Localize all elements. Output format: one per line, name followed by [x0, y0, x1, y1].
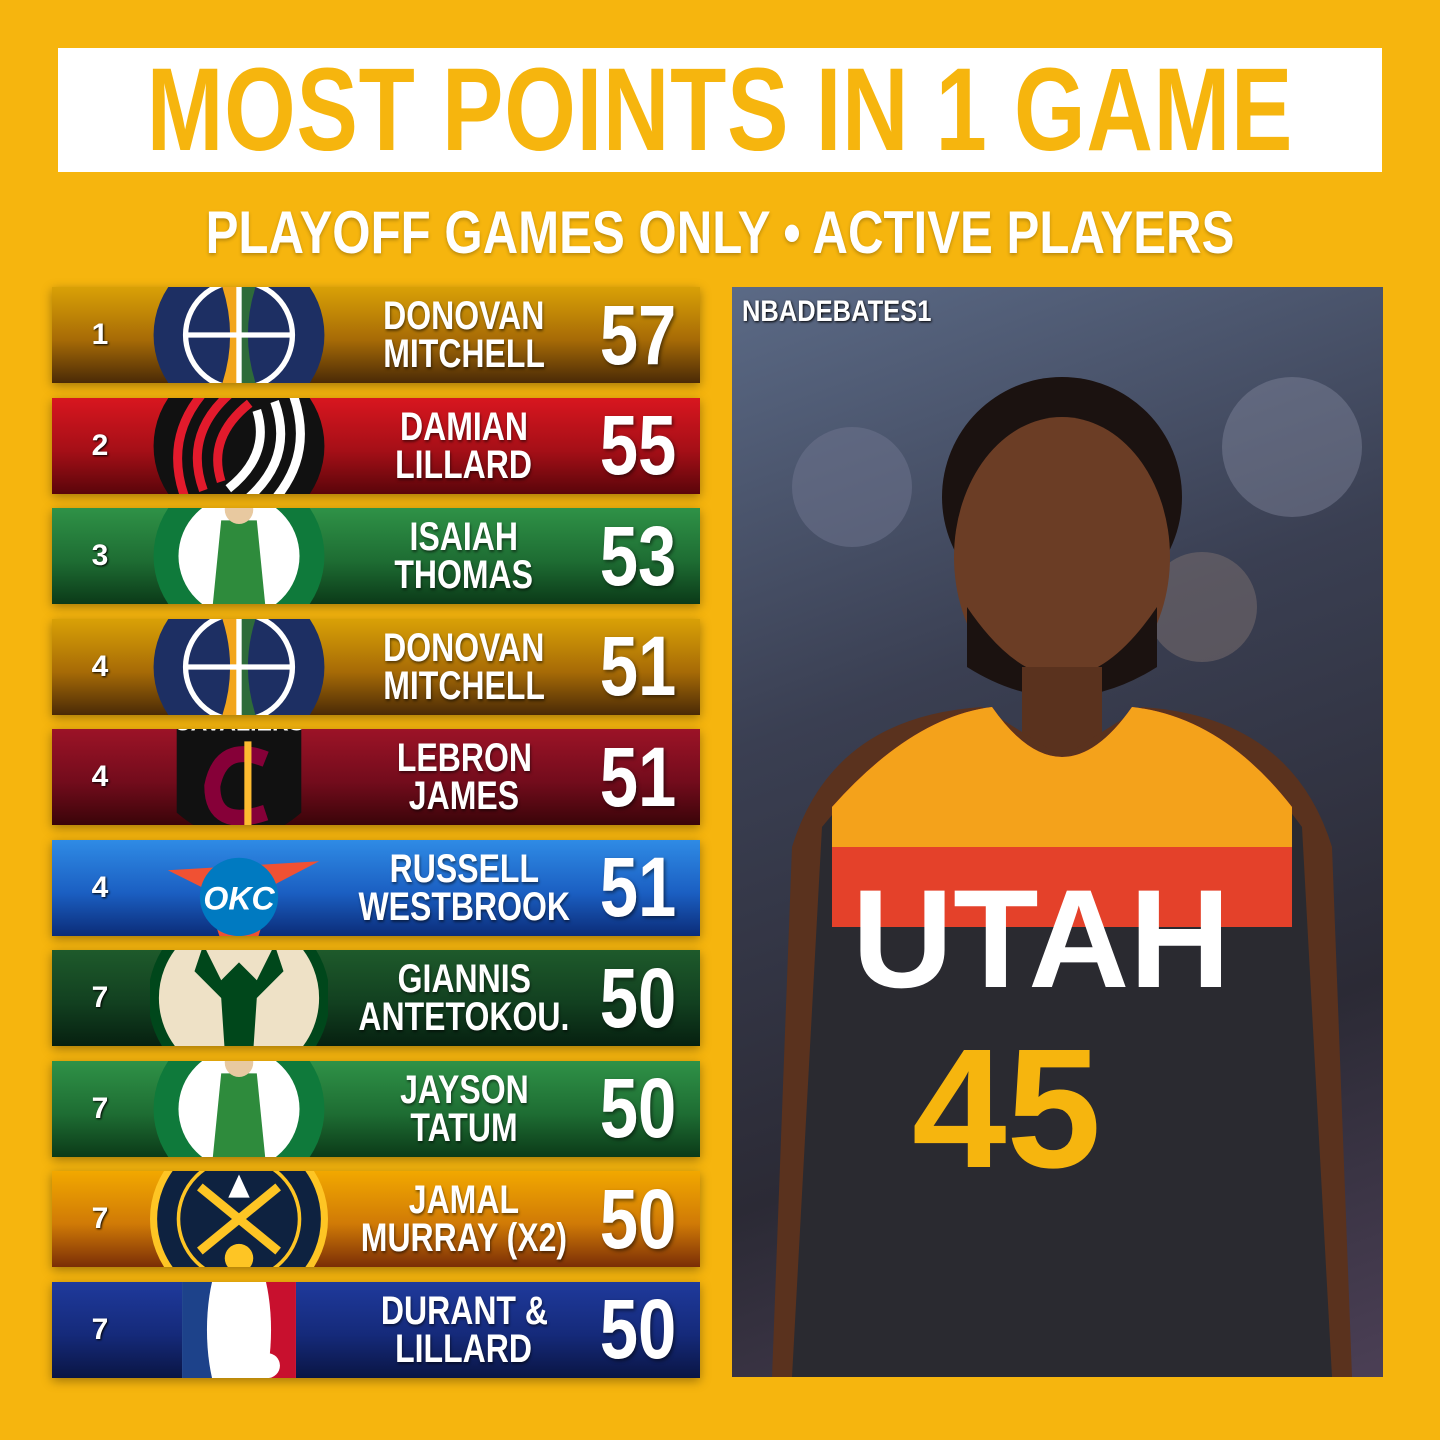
player-last-name: THOMAS [394, 553, 534, 597]
player-name: DURANT & LILLARD [334, 1282, 594, 1378]
cavaliers-logo-icon: CAVALIERS [150, 729, 328, 825]
svg-text:45: 45 [912, 1014, 1101, 1204]
points: 55 [599, 398, 677, 492]
player-name: DAMIAN LILLARD [334, 398, 594, 494]
player-first-name: DURANT & [380, 1288, 548, 1333]
leaderboard-row: 7 JAMAL MURRAY (X2) 50 [52, 1171, 700, 1267]
leaderboard-row: 1 DONOVAN MITCHELL 57 [52, 287, 700, 383]
nba-logo-icon [150, 1281, 328, 1378]
leaderboard-row: 7 DURANT & LILLARD 50 [52, 1281, 700, 1378]
player-last-name: LILLARD [395, 1326, 533, 1371]
leaderboard-row: 3 ISAIAH THOMAS 53 [52, 508, 700, 604]
blazers-logo-icon [150, 397, 328, 494]
points: 50 [599, 1282, 677, 1376]
rank: 1 [91, 318, 109, 351]
leaderboard-row: 7 GIANNIS ANTETOKOU. 50 [52, 950, 700, 1046]
player-first-name: LEBRON [396, 736, 532, 780]
player-name: DONOVAN MITCHELL [334, 619, 594, 715]
player-first-name: GIANNIS [397, 957, 531, 1001]
thunder-logo-icon: OKC [150, 840, 328, 936]
svg-text:UTAH: UTAH [852, 860, 1230, 1017]
leaderboard-row: 4 OKC RUSSELL WESTBROOK 51 [52, 839, 700, 936]
player-last-name: LILLARD [395, 442, 533, 487]
jazz-logo-icon [150, 287, 328, 383]
rank: 3 [91, 539, 109, 572]
rank: 7 [91, 1202, 109, 1235]
player-name: GIANNIS ANTETOKOU. [334, 950, 594, 1046]
player-last-name: WESTBROOK [358, 884, 570, 929]
jazz-logo-icon [150, 618, 328, 715]
player-first-name: RUSSELL [389, 846, 539, 891]
rank: 7 [91, 1091, 109, 1125]
player-last-name: MURRAY (X2) [360, 1216, 568, 1260]
points: 51 [599, 619, 677, 713]
svg-text:OKC: OKC [203, 880, 275, 916]
player-last-name: MITCHELL [383, 663, 545, 708]
player-first-name: DONOVAN [383, 625, 545, 670]
player-name: JAYSON TATUM [334, 1061, 594, 1157]
page-subtitle: PLAYOFF GAMES ONLY • ACTIVE PLAYERS [205, 199, 1235, 266]
leaderboard-row: 7 JAYSON TATUM 50 [52, 1060, 700, 1157]
points: 50 [599, 1061, 677, 1155]
bucks-logo-icon [150, 950, 328, 1046]
celtics-logo-icon [150, 1060, 328, 1157]
rank: 4 [91, 870, 109, 904]
leaderboard-row: 4 DONOVAN MITCHELL 51 [52, 618, 700, 715]
player-first-name: JAYSON [399, 1067, 529, 1112]
player-last-name: MITCHELL [383, 332, 545, 376]
title-banner: MOST POINTS IN 1 GAME [58, 44, 1382, 176]
leaderboard-row: 2 DAMIAN LILLARD 55 [52, 397, 700, 494]
player-photo: UTAH 45 NBADEBATES1 [732, 287, 1383, 1377]
player-last-name: TATUM [410, 1105, 518, 1150]
player-last-name: ANTETOKOU. [358, 995, 570, 1039]
player-first-name: ISAIAH [409, 515, 519, 559]
player-name: ISAIAH THOMAS [334, 508, 594, 604]
player-name: RUSSELL WESTBROOK [334, 840, 594, 936]
player-name: LEBRON JAMES [334, 729, 594, 825]
page-title: MOST POINTS IN 1 GAME [146, 44, 1294, 176]
player-name: DONOVAN MITCHELL [334, 287, 594, 383]
points: 57 [599, 287, 677, 382]
svg-text:CAVALIERS: CAVALIERS [174, 729, 304, 736]
rank: 4 [91, 760, 109, 793]
points: 51 [599, 840, 677, 934]
rank: 4 [91, 649, 109, 683]
rank: 7 [91, 981, 109, 1014]
player-illustration: UTAH 45 [772, 377, 1362, 1377]
watermark: NBADEBATES1 [742, 295, 932, 328]
player-last-name: JAMES [408, 774, 520, 818]
rank: 7 [91, 1312, 109, 1346]
points: 50 [599, 950, 677, 1045]
nuggets-logo-icon [150, 1171, 328, 1267]
celtics-logo-icon [150, 508, 328, 604]
points: 51 [599, 729, 677, 824]
player-name: JAMAL MURRAY (X2) [334, 1171, 594, 1267]
player-first-name: DONOVAN [383, 294, 545, 338]
points: 53 [599, 508, 677, 603]
points: 50 [599, 1171, 677, 1266]
player-first-name: JAMAL [408, 1178, 520, 1222]
rank: 2 [91, 428, 109, 462]
player-first-name: DAMIAN [399, 404, 528, 449]
